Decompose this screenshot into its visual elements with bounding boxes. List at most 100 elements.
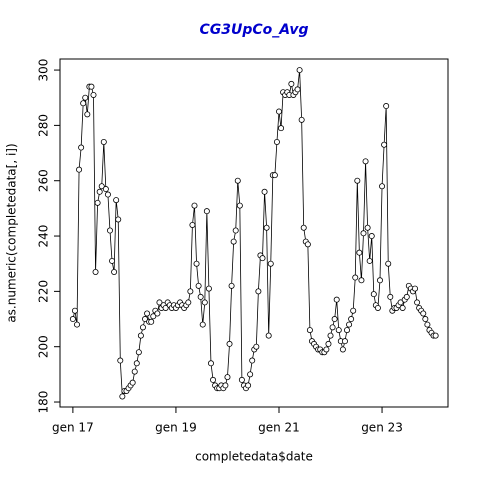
y-tick-label: 280 — [37, 114, 51, 137]
x-axis-label: completedata$date — [195, 450, 313, 464]
data-point — [201, 299, 208, 306]
data-point — [113, 197, 120, 204]
data-point — [288, 80, 295, 87]
y-tick-label: 200 — [37, 335, 51, 358]
data-point — [360, 230, 367, 237]
data-point — [80, 100, 87, 107]
data-point — [162, 304, 169, 311]
data-point — [203, 208, 210, 215]
data-point — [187, 288, 194, 295]
data-point — [399, 304, 406, 311]
data-point — [197, 293, 204, 300]
data-point — [339, 346, 346, 353]
data-point — [350, 307, 357, 314]
data-point — [376, 277, 383, 284]
data-point — [96, 188, 103, 195]
data-point — [205, 285, 212, 292]
data-point — [117, 357, 124, 364]
data-point — [154, 310, 161, 317]
data-point — [424, 321, 431, 328]
data-point — [304, 241, 311, 248]
data-point — [131, 368, 138, 375]
data-point — [387, 293, 394, 300]
data-point — [232, 227, 239, 234]
data-point — [366, 257, 373, 264]
data-point — [327, 332, 334, 339]
data-point — [139, 324, 146, 331]
data-point — [403, 293, 410, 300]
data-point — [255, 288, 262, 295]
data-point — [129, 379, 136, 386]
data-point — [247, 371, 254, 378]
data-point — [222, 382, 229, 389]
x-tick-label: gen 19 — [155, 421, 197, 435]
data-point — [381, 141, 388, 148]
data-point — [150, 313, 157, 320]
data-point — [119, 393, 126, 400]
data-point — [385, 260, 392, 267]
data-point — [156, 299, 163, 306]
data-point — [111, 269, 118, 276]
data-point — [210, 376, 217, 383]
data-point — [90, 91, 97, 98]
data-point — [422, 316, 429, 323]
data-point — [370, 291, 377, 298]
data-point — [306, 327, 313, 334]
data-point — [189, 221, 196, 228]
data-point — [142, 316, 149, 323]
data-point — [346, 321, 353, 328]
data-point — [135, 349, 142, 356]
data-point — [144, 310, 151, 317]
x-tick-label: gen 23 — [361, 421, 403, 435]
data-point — [259, 255, 266, 262]
data-point — [333, 296, 340, 303]
y-tick-label: 300 — [37, 59, 51, 82]
data-point — [432, 332, 439, 339]
data-point — [294, 86, 301, 93]
data-point — [323, 346, 330, 353]
data-point — [94, 199, 101, 206]
data-point — [356, 249, 363, 256]
x-tick-label: gen 21 — [258, 421, 300, 435]
data-point — [84, 111, 91, 118]
data-point — [420, 310, 427, 317]
data-point — [414, 299, 421, 306]
data-point — [74, 321, 81, 328]
data-point — [298, 116, 305, 123]
data-point — [69, 316, 76, 323]
data-point — [230, 238, 237, 245]
y-tick-label: 240 — [37, 225, 51, 248]
data-point — [195, 282, 202, 289]
data-point — [109, 257, 116, 264]
data-point — [193, 260, 200, 267]
data-point — [238, 376, 245, 383]
data-point — [245, 382, 252, 389]
data-point — [348, 316, 355, 323]
data-point — [226, 340, 233, 347]
data-point — [191, 202, 198, 209]
data-point — [224, 374, 231, 381]
data-point — [137, 332, 144, 339]
data-point — [115, 216, 122, 223]
data-point — [358, 277, 365, 284]
data-point — [261, 188, 268, 195]
data-point — [354, 177, 361, 184]
data-point — [102, 186, 109, 193]
data-point — [88, 83, 95, 90]
data-point — [341, 338, 348, 345]
data-point — [265, 332, 272, 339]
data-point — [106, 227, 113, 234]
data-point — [267, 260, 274, 267]
data-point — [273, 138, 280, 145]
data-point — [331, 316, 338, 323]
data-point — [335, 327, 342, 334]
data-point — [374, 304, 381, 311]
data-point — [199, 321, 206, 328]
data-point — [236, 202, 243, 209]
y-axis-label: as.numeric(completedata[, i]) — [5, 143, 19, 322]
data-point — [92, 269, 99, 276]
data-point — [148, 318, 155, 325]
data-point — [71, 307, 78, 314]
chart-title: CG3UpCo_Avg — [199, 22, 308, 38]
